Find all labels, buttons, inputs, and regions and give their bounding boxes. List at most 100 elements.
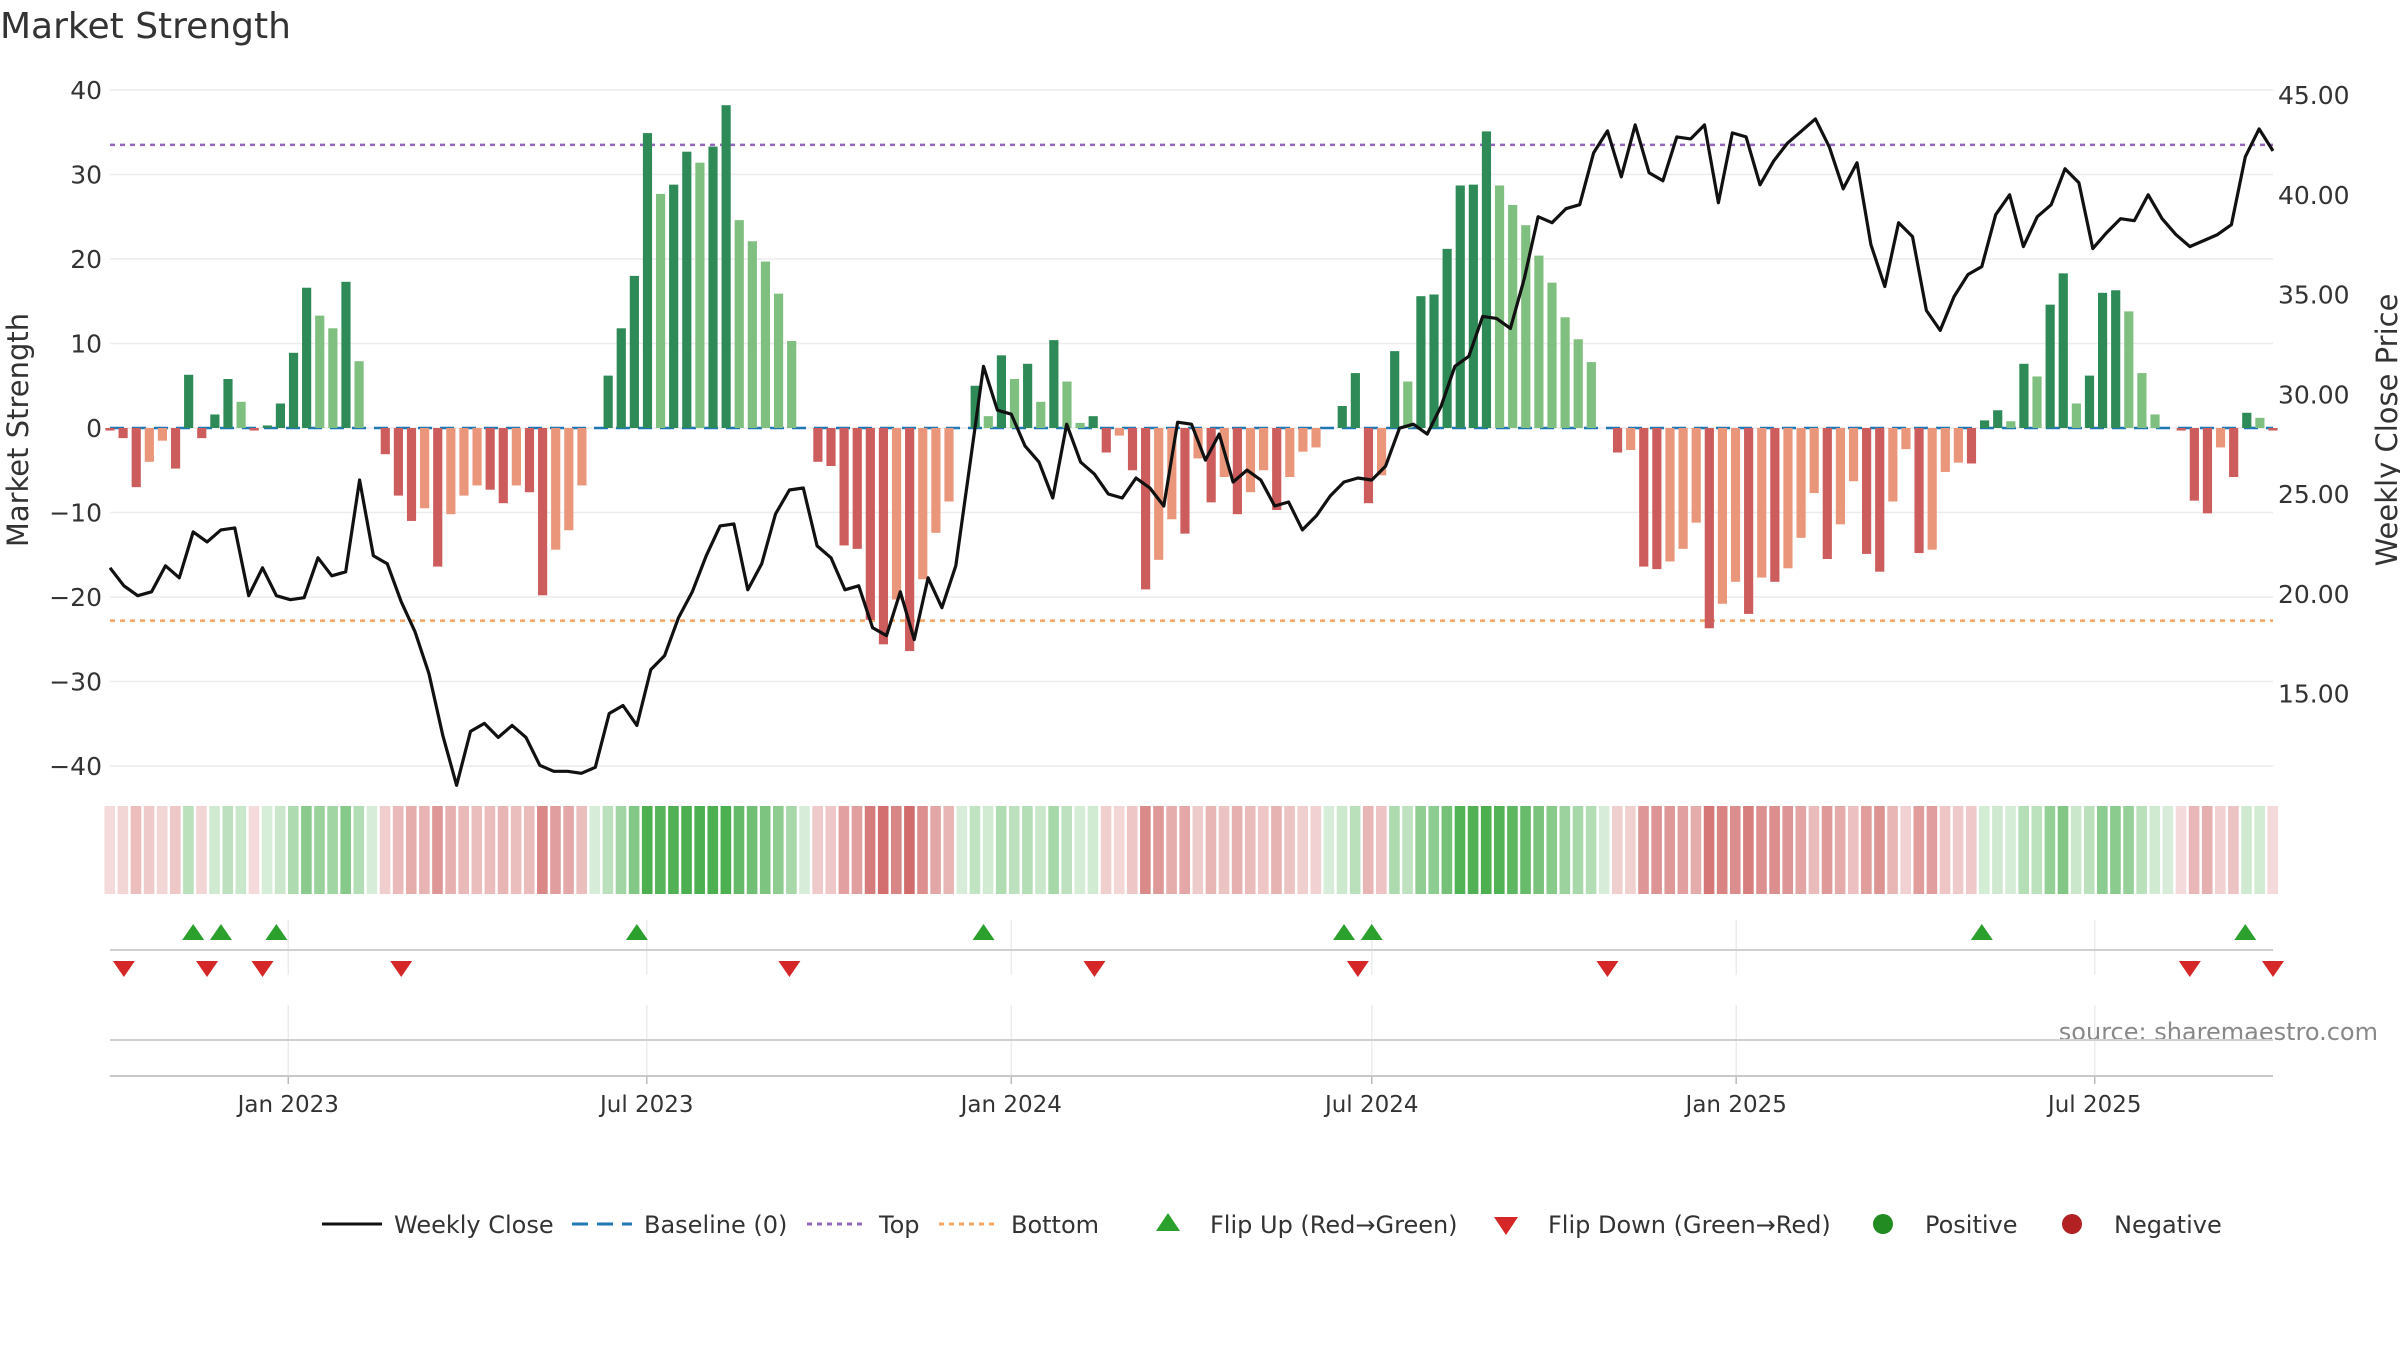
band-cell: [1428, 806, 1440, 894]
band-cell: [2241, 806, 2252, 894]
band-cell: [694, 806, 705, 894]
band-cell: [589, 806, 601, 894]
band-cell: [1939, 806, 1951, 894]
strength-bar: [1009, 378, 1020, 428]
flip-up-marker: [182, 924, 205, 940]
flip-up-marker: [1360, 924, 1383, 940]
band-cell: [1585, 806, 1597, 894]
strength-bar: [1062, 381, 1072, 428]
band-cell: [1100, 806, 1112, 894]
band-cell: [982, 806, 994, 894]
legend-item: Negative: [2062, 1211, 2222, 1239]
band-cell: [1310, 806, 1322, 894]
band-cell: [2267, 806, 2279, 894]
strength-bar: [852, 428, 862, 549]
band-cell: [405, 806, 417, 894]
band-cell: [668, 806, 679, 894]
strength-bar: [1298, 428, 1308, 452]
strength-bar: [2176, 428, 2186, 431]
strength-bar: [1429, 294, 1439, 428]
band-cell: [1847, 806, 1859, 894]
weekly-close-line: [108, 117, 2275, 787]
strength-bar: [1141, 428, 1151, 590]
flip-down-marker: [2178, 961, 2201, 977]
band-cell: [1022, 806, 1033, 894]
band-cell: [2254, 806, 2265, 894]
strength-bar: [1036, 401, 1046, 428]
strength-bar: [197, 428, 207, 439]
band-cell: [2070, 806, 2082, 894]
y-axis-title: Market Strength: [1, 313, 35, 547]
band-cell: [1494, 806, 1505, 894]
strength-bar: [1888, 428, 1898, 502]
band-cell: [943, 806, 955, 894]
band-cell: [366, 806, 378, 894]
strength-bar: [2268, 428, 2278, 431]
band-cell: [1664, 806, 1676, 894]
band-cell: [1258, 806, 1269, 894]
band-cell: [930, 806, 941, 894]
strength-bar: [210, 414, 220, 428]
strength-bar: [1652, 428, 1662, 570]
strength-bar: [2124, 311, 2134, 428]
strength-bar: [1049, 340, 1059, 428]
legend-item: Flip Down (Green→Red): [1494, 1211, 1831, 1239]
strength-bar: [1612, 428, 1623, 453]
strength-bar: [1717, 428, 1728, 604]
band-cell: [419, 806, 430, 894]
band-cell: [104, 806, 116, 894]
band-cell: [2083, 806, 2095, 894]
y2-tick-label: 20.00: [2278, 580, 2350, 609]
band-cell: [1520, 806, 1531, 894]
strength-bar: [1639, 428, 1649, 567]
x-tick-label: Jul 2023: [598, 1092, 694, 1118]
y-tick-label: 40: [70, 76, 102, 105]
flip-up-marker: [265, 924, 288, 940]
strength-bar: [1259, 428, 1269, 471]
strength-bar: [2202, 428, 2213, 514]
band-cell: [1087, 806, 1099, 894]
band-cell: [510, 806, 522, 894]
strength-bar: [1835, 428, 1845, 525]
strength-bar: [118, 428, 128, 439]
strength-bar: [695, 162, 705, 429]
band-cell: [1205, 806, 1217, 894]
band-cell: [497, 806, 509, 894]
strength-bar: [485, 428, 495, 490]
band-cell: [1703, 806, 1715, 894]
band-cell: [1244, 806, 1256, 894]
y-tick-label: −20: [49, 583, 102, 612]
band-cell: [156, 806, 168, 894]
strength-bar: [511, 428, 521, 486]
strength-bar: [1167, 428, 1177, 520]
band-cell: [2162, 806, 2174, 894]
strength-bar: [249, 428, 259, 431]
band-cell: [1323, 806, 1335, 894]
strength-bar: [472, 428, 482, 486]
band-cell: [1729, 806, 1741, 894]
legend-item: Top: [807, 1211, 920, 1239]
legend-label: Bottom: [1011, 1211, 1099, 1239]
band-cell: [1716, 806, 1728, 894]
band-cell: [2057, 806, 2069, 894]
band-cell: [537, 806, 548, 894]
band-cell: [1507, 806, 1518, 894]
strength-bar: [1875, 428, 1885, 572]
band-cell: [340, 806, 352, 894]
strength-bar: [1586, 362, 1596, 428]
legend: Weekly Close Baseline (0) Top Bottom Flip Up…: [322, 1211, 2222, 1239]
band-cell: [314, 806, 325, 894]
strength-bar: [1363, 428, 1374, 504]
legend-item: Flip Up (Red→Green): [1156, 1211, 1458, 1239]
strength-bar: [223, 378, 233, 428]
band-cell: [1572, 806, 1584, 894]
strength-bar: [1442, 248, 1452, 428]
band-cell: [773, 806, 784, 894]
band-cell: [458, 806, 469, 894]
band-cell: [1441, 806, 1453, 894]
y-tick-label: −40: [49, 752, 102, 781]
strength-bar: [1285, 428, 1295, 478]
band-cell: [2215, 806, 2226, 894]
band-cell: [2228, 806, 2239, 894]
strength-bar: [1521, 225, 1531, 428]
